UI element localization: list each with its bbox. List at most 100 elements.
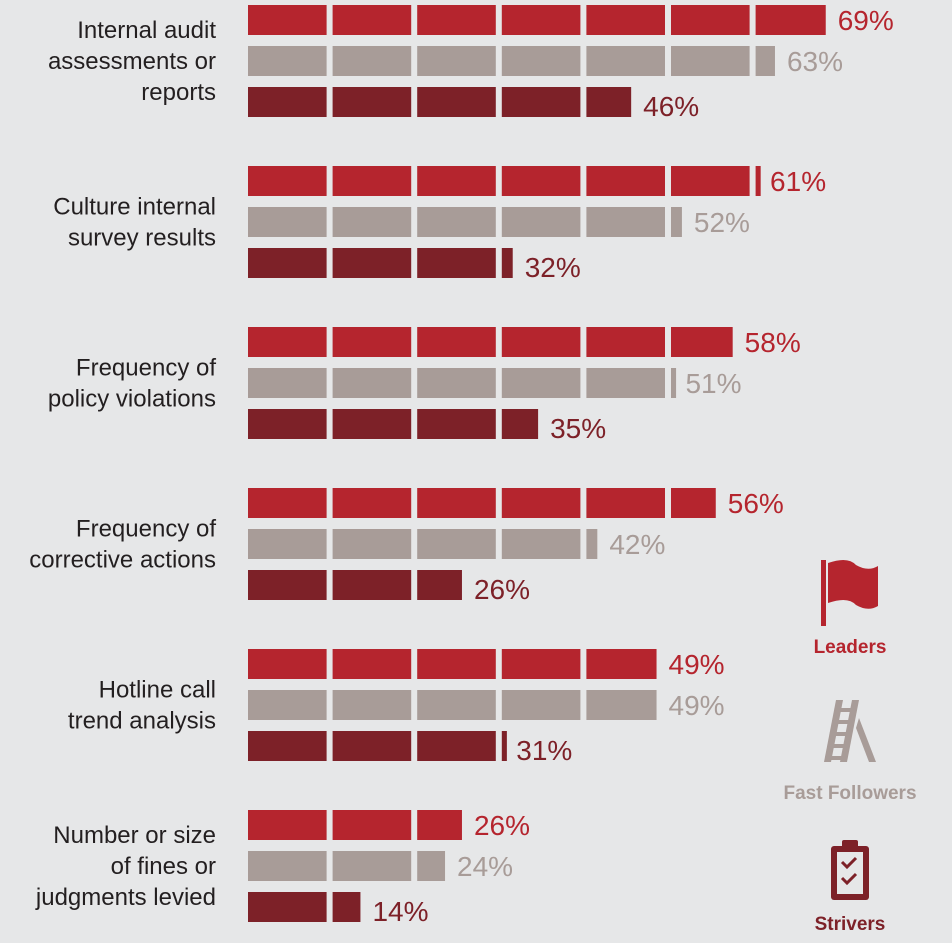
bar-segment <box>417 5 496 35</box>
value-label: 14% <box>372 896 428 927</box>
bar-segment <box>501 248 513 278</box>
value-label: 51% <box>685 368 741 399</box>
bar-segment <box>671 368 677 398</box>
bar-segment <box>332 892 361 922</box>
bar-segment <box>248 570 327 600</box>
bar-segment <box>501 409 539 439</box>
check-mark <box>840 856 858 870</box>
bar-segment <box>501 207 581 237</box>
value-label: 61% <box>770 166 826 197</box>
bar-segment <box>501 368 581 398</box>
category-label: Frequency of <box>76 355 216 382</box>
bar-segment <box>248 529 327 559</box>
value-label: 46% <box>643 91 699 122</box>
value-label: 26% <box>474 574 530 605</box>
value-label: 52% <box>694 207 750 238</box>
bar-segment <box>501 327 581 357</box>
bar-segment <box>586 207 665 237</box>
bar-segment <box>417 488 496 518</box>
bar-segment <box>248 327 327 357</box>
ladder-icon <box>824 700 876 762</box>
bar-segment <box>586 488 665 518</box>
bar-segment <box>671 166 750 196</box>
value-label: 49% <box>669 690 725 721</box>
bar-fast-followers <box>248 368 677 398</box>
bar-segment <box>332 87 412 117</box>
category-label: of fines or <box>111 853 216 880</box>
bar-segment <box>248 851 327 881</box>
bar-segment <box>671 488 716 518</box>
bar-fast-followers <box>248 207 682 237</box>
bar-segment <box>332 5 412 35</box>
bar-segment <box>417 810 462 840</box>
bar-segment <box>586 529 598 559</box>
value-label: 26% <box>474 810 530 841</box>
bar-segment <box>417 166 496 196</box>
category-label: Number or size <box>53 822 216 849</box>
bar-segment <box>332 327 412 357</box>
bar-segment <box>417 46 496 76</box>
bar-segment <box>248 207 327 237</box>
bar-segment <box>248 46 327 76</box>
bar-segment <box>586 87 632 117</box>
bar-segment <box>501 5 581 35</box>
bar-segment <box>248 409 327 439</box>
legend-label: Fast Followers <box>783 783 916 804</box>
value-label: 31% <box>516 735 572 766</box>
bar-segment <box>332 248 412 278</box>
check-mark <box>840 872 858 886</box>
bar-strivers <box>248 570 462 600</box>
bar-segment <box>417 327 496 357</box>
bar-segment <box>332 731 412 761</box>
bar-segment <box>332 207 412 237</box>
bar-segment <box>501 46 581 76</box>
bar-segment <box>586 46 665 76</box>
category-label: Frequency of <box>76 516 216 543</box>
category-label: Internal audit <box>77 17 216 44</box>
bar-strivers <box>248 731 507 761</box>
bar-segment <box>332 488 412 518</box>
bar-segment <box>332 529 412 559</box>
bar-segment <box>671 207 682 237</box>
value-label: 69% <box>838 5 894 36</box>
bar-segment <box>586 5 665 35</box>
value-label: 35% <box>550 413 606 444</box>
category-label: judgments levied <box>35 884 216 911</box>
bar-segment <box>671 46 750 76</box>
category-label: Culture internal <box>53 194 216 221</box>
bar-segment <box>248 810 327 840</box>
bar-segment <box>248 87 327 117</box>
bar-leaders <box>248 810 462 840</box>
bar-segment <box>332 810 412 840</box>
bar-strivers <box>248 87 632 117</box>
category-label: survey results <box>68 225 216 252</box>
bar-leaders <box>248 488 716 518</box>
bar-strivers <box>248 892 361 922</box>
flag-cloth <box>828 559 878 609</box>
bar-segment <box>501 649 581 679</box>
ladder-rung <box>825 756 844 760</box>
bar-segment <box>332 690 412 720</box>
category-label: assessments or <box>48 48 216 75</box>
bar-segment <box>755 166 761 196</box>
value-label: 42% <box>609 529 665 560</box>
bar-segment <box>417 690 496 720</box>
ladder-rung <box>829 732 848 736</box>
bar-segment <box>586 368 665 398</box>
bar-segment <box>248 690 327 720</box>
flag-icon <box>821 559 878 626</box>
bar-segment <box>417 851 446 881</box>
bar-fast-followers <box>248 46 775 76</box>
bar-segment <box>501 488 581 518</box>
category-label: Hotline call <box>99 677 216 704</box>
bar-fast-followers <box>248 529 598 559</box>
bar-segment <box>332 851 412 881</box>
bar-segment <box>417 248 496 278</box>
bar-segment <box>501 166 581 196</box>
value-label: 63% <box>787 46 843 77</box>
bar-segment <box>417 731 496 761</box>
bar-segment <box>755 46 775 76</box>
value-label: 32% <box>525 252 581 283</box>
bar-segment <box>755 5 826 35</box>
